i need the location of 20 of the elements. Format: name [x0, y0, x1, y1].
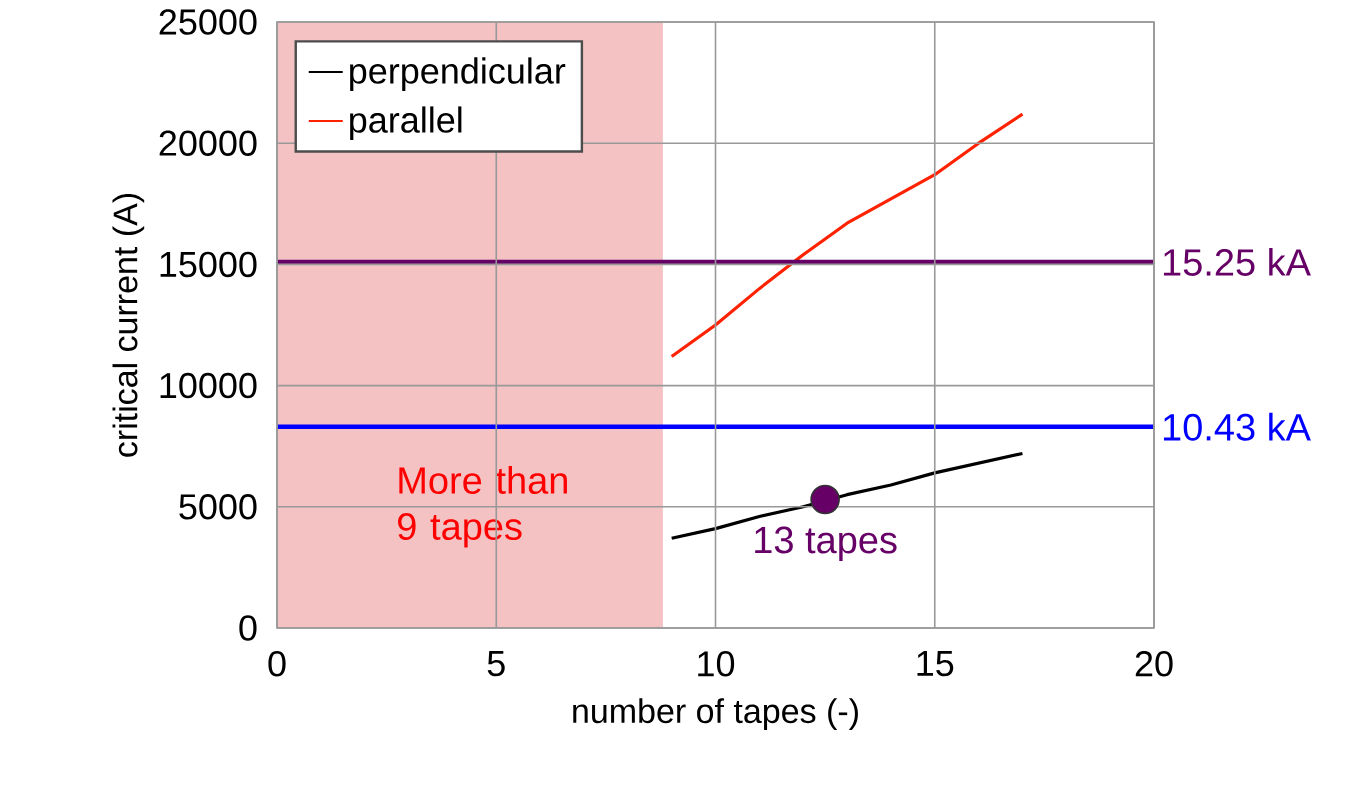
y-tick-label: 5000	[179, 494, 257, 520]
legend-label: parallel	[350, 106, 462, 140]
band-label: More than 9 tapes	[398, 466, 567, 548]
ref-line-label: 15.25 kA	[1163, 248, 1311, 276]
y-tick-label: 20000	[159, 130, 257, 156]
x-tick-label: 5	[487, 651, 505, 677]
y-tick-label: 0	[239, 615, 257, 641]
y-axis-title: critical current (A)	[112, 193, 145, 457]
y-tick-label: 25000	[159, 9, 257, 35]
line-series	[670, 112, 1025, 359]
y-tick-label: 10000	[160, 372, 257, 399]
x-tick-label: 0	[268, 651, 286, 677]
x-tick-label: 10	[698, 651, 735, 677]
ref-line-label: 10.43 kA	[1163, 412, 1311, 441]
x-tick-label: 15	[917, 651, 954, 677]
x-tick-label: 20	[1135, 651, 1173, 677]
legend-label: perpendicular	[350, 57, 566, 91]
y-tick-label: 15000	[160, 251, 257, 278]
x-axis-title: number of tapes (-)	[573, 698, 858, 730]
annotation: 13 tapes	[755, 526, 897, 561]
